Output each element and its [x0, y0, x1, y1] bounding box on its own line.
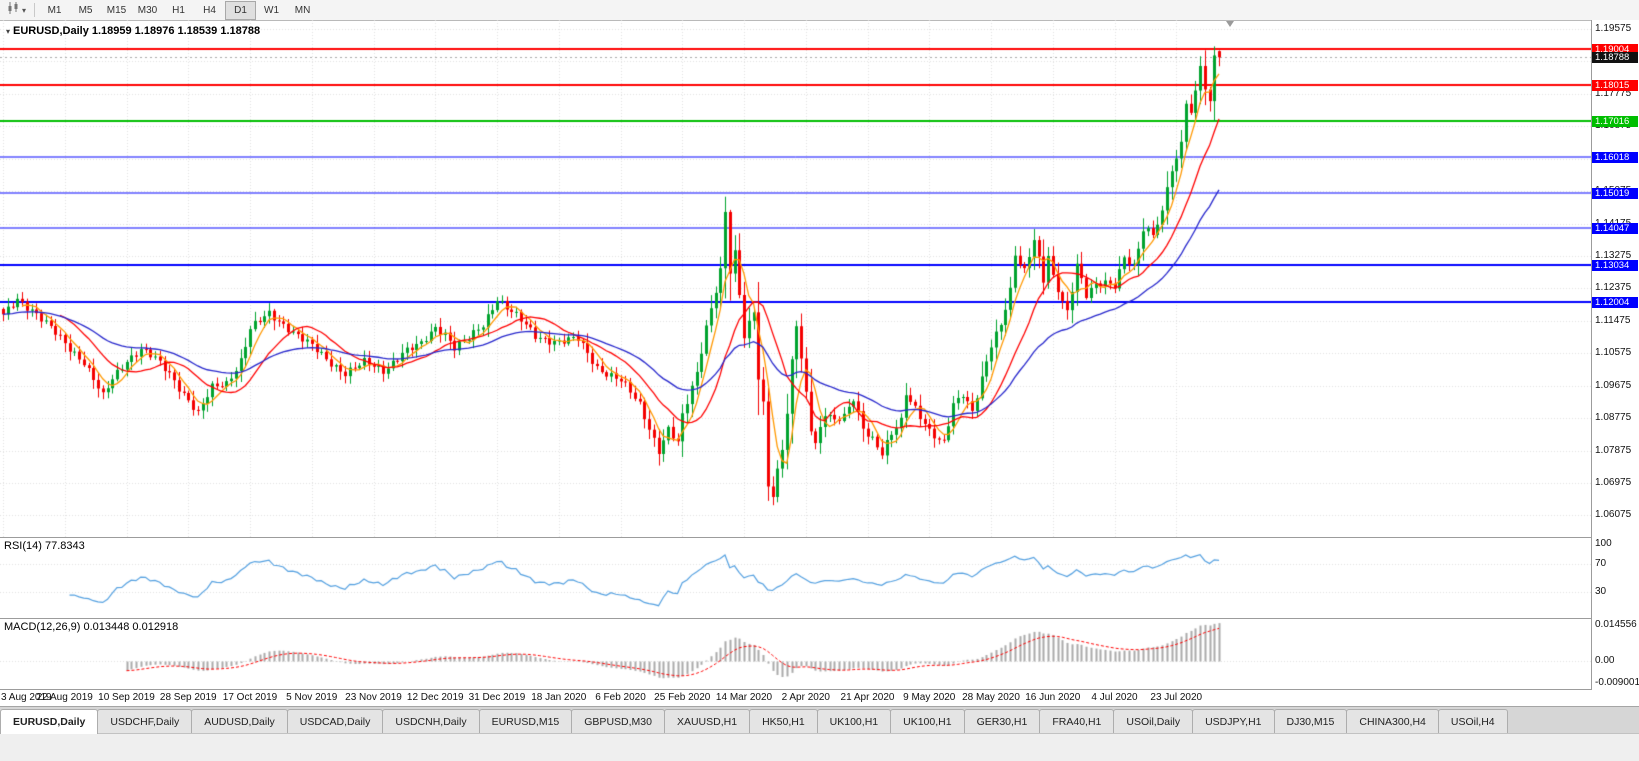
- date-axis-label: 17 Oct 2019: [222, 692, 278, 703]
- price-chart-canvas[interactable]: [0, 20, 1591, 537]
- chart-tab-xauusd-h1[interactable]: XAUUSD,H1: [663, 709, 751, 734]
- timeframe-button-mn[interactable]: MN: [294, 4, 311, 16]
- hline-price-tag: 1.15019: [1592, 188, 1638, 200]
- price-axis-tick: 1.10575: [1595, 347, 1632, 359]
- chart-tab-uk100-h1[interactable]: UK100,H1: [816, 709, 892, 734]
- date-axis-label: 12 Dec 2019: [406, 692, 464, 703]
- chart-menu-icon: ▾: [6, 27, 11, 36]
- toolbar-separator: [34, 3, 36, 17]
- date-axis-label: 25 Feb 2020: [654, 692, 711, 703]
- chart-tab-eurusd-daily[interactable]: EURUSD,Daily: [0, 709, 99, 734]
- axis-separator: [1591, 20, 1592, 690]
- hline-price-tag: 1.13034: [1592, 259, 1638, 271]
- date-axis-label: 23 Nov 2019: [345, 692, 402, 703]
- chart-tab-fra40-h1[interactable]: FRA40,H1: [1039, 709, 1115, 734]
- timeframe-button-m1[interactable]: M1: [47, 4, 62, 16]
- chart-tab-usdjpy-h1[interactable]: USDJPY,H1: [1192, 709, 1275, 734]
- price-axis-tick: 1.06975: [1595, 477, 1632, 489]
- date-axis-label: 10 Sep 2019: [98, 692, 155, 703]
- chevron-down-icon: ▾: [22, 5, 27, 15]
- hline-price-tag: 1.19004: [1592, 44, 1638, 56]
- timeframe-button-m5[interactable]: M5: [78, 4, 93, 16]
- timeframe-button-h4[interactable]: H4: [203, 4, 216, 16]
- rsi-level-label: 30: [1595, 585, 1607, 597]
- macd-pane-canvas[interactable]: [0, 619, 1591, 689]
- date-axis-label: 28 Sep 2019: [159, 692, 217, 703]
- current-price-tag: 1.18788: [1592, 52, 1638, 64]
- price-axis-tick: 1.19575: [1595, 22, 1632, 34]
- chart-tab-dj30-m15[interactable]: DJ30,M15: [1273, 709, 1348, 734]
- rsi-level-label: 100: [1595, 538, 1612, 549]
- date-axis-label: 2 Apr 2020: [781, 692, 830, 703]
- price-axis-tick: 1.17775: [1595, 87, 1632, 99]
- chart-title: ▾ EURUSD,Daily 1.18959 1.18976 1.18539 1.…: [6, 25, 260, 37]
- price-axis-tick: 1.09675: [1595, 379, 1632, 391]
- candlestick-chart-icon: [7, 1, 21, 19]
- date-axis-label: 28 May 2020: [962, 692, 1020, 703]
- chart-tab-usoil-daily[interactable]: USOil,Daily: [1113, 709, 1194, 734]
- timeframe-button-w1[interactable]: W1: [264, 4, 280, 16]
- chart-shift-marker: [1225, 21, 1234, 27]
- chart-tab-bar: EURUSD,Daily USDCHF,Daily AUDUSD,Daily USDC…: [0, 706, 1639, 734]
- pane-separator: [0, 537, 1639, 538]
- rsi-level-label: 70: [1595, 558, 1607, 570]
- pane-separator: [0, 618, 1639, 619]
- date-axis-label: 23 Jul 2020: [1150, 692, 1203, 703]
- hline-price-tag: 1.18015: [1592, 80, 1638, 92]
- hline-price-tag: 1.17016: [1592, 116, 1638, 128]
- macd-indicator-label: MACD(12,26,9) 0.013448 0.012918: [4, 621, 179, 633]
- price-axis-tick: 1.07875: [1595, 444, 1632, 456]
- chart-tab-audusd-daily[interactable]: AUDUSD,Daily: [191, 709, 288, 734]
- timeframe-button-m30[interactable]: M30: [137, 4, 158, 16]
- price-axis-tick: 1.14175: [1595, 218, 1631, 230]
- chart-tab-gbpusd-m30[interactable]: GBPUSD,M30: [571, 709, 665, 734]
- price-axis-tick: 1.06075: [1595, 509, 1632, 521]
- date-axis-label: 22 Aug 2019: [36, 692, 93, 703]
- hline-price-tag: 1.14047: [1592, 223, 1638, 235]
- chart-tab-usoil-h4[interactable]: USOil,H4: [1437, 709, 1508, 734]
- date-axis-label: 9 May 2020: [903, 692, 956, 703]
- timeframe-buttons: M1 M5 M15 M30 H1 H4 D1 W1 MN: [39, 0, 318, 20]
- chart-title-text: EURUSD,Daily 1.18959 1.18976 1.18539 1.1…: [13, 25, 261, 37]
- macd-axis-label: 0.00: [1595, 654, 1615, 666]
- chart-type-button[interactable]: ▾: [3, 1, 30, 19]
- date-axis-label: 5 Nov 2019: [286, 692, 338, 703]
- chart-tab-usdcad-daily[interactable]: USDCAD,Daily: [286, 709, 384, 734]
- date-axis[interactable]: 3 Aug 2019 22 Aug 2019 10 Sep 2019 28 Sep 2…: [0, 690, 1591, 706]
- price-axis-tick: 1.11475: [1595, 314, 1631, 326]
- date-axis-label: 16 Jun 2020: [1025, 692, 1081, 703]
- chart-tab-hk50-h1[interactable]: HK50,H1: [749, 709, 818, 734]
- timeframe-toolbar: ▾ M1 M5 M15 M30 H1 H4 D1 W1 MN: [0, 0, 1639, 21]
- chart-tab-usdcnh-daily[interactable]: USDCNH,Daily: [382, 709, 480, 734]
- rsi-pane-canvas[interactable]: [0, 538, 1591, 618]
- date-axis-label: 4 Jul 2020: [1091, 692, 1138, 703]
- date-axis-label: 21 Apr 2020: [840, 692, 895, 703]
- chart-tab-uk100-h1[interactable]: UK100,H1: [890, 709, 965, 734]
- hline-price-tag: 1.16018: [1592, 152, 1638, 164]
- chart-tab-china300-h4[interactable]: CHINA300,H4: [1346, 709, 1439, 734]
- rsi-indicator-label: RSI(14) 77.8343: [4, 540, 85, 552]
- price-axis[interactable]: 1.195751.186751.177751.168751.159751.150…: [1592, 20, 1639, 706]
- macd-axis-label: -0.009001: [1595, 676, 1639, 688]
- macd-axis-label: 0.014556: [1595, 619, 1637, 631]
- date-axis-label: 14 Mar 2020: [715, 692, 773, 703]
- pane-separator: [0, 689, 1639, 690]
- date-axis-label: 18 Jan 2020: [531, 692, 587, 703]
- date-axis-label: 31 Dec 2019: [468, 692, 526, 703]
- timeframe-button-m15[interactable]: M15: [106, 4, 127, 16]
- chart-tab-eurusd-m15[interactable]: EURUSD,M15: [478, 709, 573, 734]
- hline-price-tag: 1.12004: [1592, 296, 1638, 308]
- date-axis-label: 3 Aug 2019: [1, 692, 52, 703]
- price-axis-tick: 1.13275: [1595, 249, 1632, 261]
- timeframe-button-d1[interactable]: D1: [225, 0, 257, 20]
- chart-tab-usdchf-daily[interactable]: USDCHF,Daily: [97, 709, 193, 734]
- date-axis-label: 6 Feb 2020: [595, 692, 646, 703]
- price-axis-tick: 1.08775: [1595, 412, 1632, 424]
- chart-tab-ger30-h1[interactable]: GER30,H1: [963, 709, 1041, 734]
- timeframe-button-h1[interactable]: H1: [172, 4, 185, 16]
- price-axis-tick: 1.12375: [1595, 282, 1632, 294]
- status-bar: [0, 733, 1639, 761]
